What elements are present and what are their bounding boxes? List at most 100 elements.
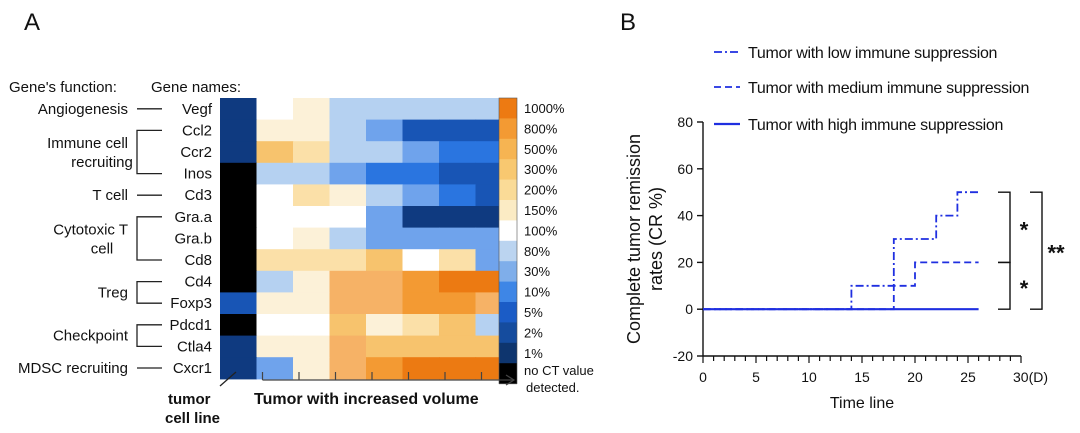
legend-swatch bbox=[499, 322, 517, 344]
gene-labels: Vegf Ccl2 Ccr2 Inos Cd3 Gra.a Gra.b Cd8 Cd4 Foxp3… bbox=[169, 101, 212, 377]
x-axis-title: Time line bbox=[830, 395, 894, 412]
function-label: Treg bbox=[98, 284, 128, 301]
heatmap-cell bbox=[256, 98, 294, 121]
heatmap-cell bbox=[402, 292, 440, 315]
gene-label: Gra.b bbox=[174, 230, 212, 247]
legend-label: 2% bbox=[524, 325, 543, 340]
heatmap-cell bbox=[293, 141, 331, 164]
y-tick-label: 60 bbox=[677, 161, 693, 177]
heatmap-cell bbox=[220, 184, 258, 207]
heatmap-cell bbox=[366, 141, 404, 164]
function-label: cell bbox=[91, 240, 114, 257]
significance-bracket bbox=[998, 261, 1011, 310]
legend-entry: Tumor with medium immune suppression bbox=[748, 80, 1029, 97]
significance-label: * bbox=[1020, 276, 1029, 301]
heatmap-cell bbox=[402, 227, 440, 250]
heatmap bbox=[220, 98, 513, 380]
gene-label: Ccl2 bbox=[182, 122, 212, 139]
tumor-cell-line-label: tumor bbox=[168, 391, 211, 408]
heatmap-cell bbox=[439, 119, 477, 142]
heatmap-cell bbox=[256, 184, 294, 207]
function-label: MDSC recruiting bbox=[18, 360, 128, 377]
group-bracket bbox=[136, 280, 162, 304]
heatmap-cell bbox=[402, 249, 440, 272]
heatmap-cell bbox=[439, 314, 477, 337]
legend-swatch bbox=[499, 118, 517, 140]
legend-swatch bbox=[499, 302, 517, 323]
heatmap-cell bbox=[366, 184, 404, 207]
heatmap-cell bbox=[256, 335, 294, 358]
y-tick-label: 40 bbox=[677, 208, 693, 224]
heatmap-cell bbox=[293, 184, 331, 207]
legend-swatch bbox=[499, 138, 517, 160]
heatmap-cell bbox=[293, 119, 331, 142]
gene-label: Cd8 bbox=[184, 252, 212, 269]
legend-label: 100% bbox=[524, 223, 558, 238]
gene-label: Ctla4 bbox=[177, 338, 212, 355]
heatmap-cell bbox=[366, 292, 404, 315]
heatmap-cell bbox=[220, 141, 258, 164]
legend-label: 30% bbox=[524, 264, 550, 279]
heatmap-cell bbox=[293, 206, 331, 229]
heatmap-cell bbox=[439, 184, 477, 207]
legend-swatch bbox=[499, 179, 517, 201]
legend-label: 500% bbox=[524, 142, 558, 157]
significance-label: * bbox=[1020, 217, 1029, 242]
heatmap-cell bbox=[293, 314, 331, 337]
heatmap-cell bbox=[366, 206, 404, 229]
legend-label: 300% bbox=[524, 162, 558, 177]
function-groups: Angiogenesis Immune cell recruiting T cell C… bbox=[18, 101, 162, 377]
heatmap-cell bbox=[329, 270, 367, 293]
heatmap-cell bbox=[329, 184, 367, 207]
heatmap-cell bbox=[366, 227, 404, 250]
gene-function-header: Gene's function: bbox=[9, 79, 117, 96]
heatmap-cell bbox=[256, 270, 294, 293]
heatmap-cell bbox=[329, 357, 367, 380]
significance-label: ** bbox=[1047, 241, 1065, 266]
heatmap-cell bbox=[402, 206, 440, 229]
y-tick-label: 80 bbox=[677, 114, 693, 130]
heatmap-cell bbox=[329, 314, 367, 337]
legend-swatch bbox=[499, 220, 517, 242]
heatmap-cell bbox=[366, 314, 404, 337]
heatmap-cell bbox=[256, 141, 294, 164]
x-tick-label: 0 bbox=[699, 369, 707, 385]
legend-swatch bbox=[499, 261, 517, 283]
legend-swatch bbox=[499, 342, 517, 364]
heatmap-cell bbox=[293, 98, 331, 121]
heatmap-cell bbox=[220, 206, 258, 229]
function-label: Checkpoint bbox=[53, 328, 129, 345]
heatmap-cell bbox=[439, 162, 477, 185]
heatmap-cell bbox=[293, 292, 331, 315]
legend-label: 5% bbox=[524, 305, 543, 320]
legend-label: 150% bbox=[524, 203, 558, 218]
heatmap-cell bbox=[220, 119, 258, 142]
heatmap-cell bbox=[220, 292, 258, 315]
x-tick-label: 20 bbox=[907, 369, 923, 385]
heatmap-cell bbox=[329, 292, 367, 315]
function-label: recruiting bbox=[71, 154, 133, 171]
heatmap-cell bbox=[329, 227, 367, 250]
legend-entry: Tumor with low immune suppression bbox=[748, 45, 997, 62]
gene-label: Cxcr1 bbox=[173, 360, 212, 377]
gene-label: Inos bbox=[184, 166, 212, 183]
x-tick-label: 25 bbox=[960, 369, 976, 385]
legend-label: 1000% bbox=[524, 101, 565, 116]
heatmap-cell bbox=[329, 162, 367, 185]
significance-bracket bbox=[998, 191, 1011, 264]
heatmap-cell bbox=[293, 357, 331, 380]
gene-label: Cd3 bbox=[184, 187, 212, 204]
heatmap-cell bbox=[439, 335, 477, 358]
heatmap-cell bbox=[256, 314, 294, 337]
heatmap-cell bbox=[402, 98, 440, 121]
heatmap-x-axis: tumor cell line Tumor with increased vol… bbox=[165, 371, 516, 427]
color-legend: 1000% 800% 500% 300% 200% 150% 100% 80% 30% 10% 5%… bbox=[498, 97, 594, 395]
heatmap-cell bbox=[293, 162, 331, 185]
function-label: Immune cell bbox=[47, 135, 128, 152]
y-axis-title: rates (CR %) bbox=[646, 187, 666, 291]
group-bracket bbox=[136, 216, 162, 261]
heatmap-cell bbox=[256, 206, 294, 229]
heatmap-cell bbox=[329, 141, 367, 164]
function-label: T cell bbox=[92, 187, 128, 204]
